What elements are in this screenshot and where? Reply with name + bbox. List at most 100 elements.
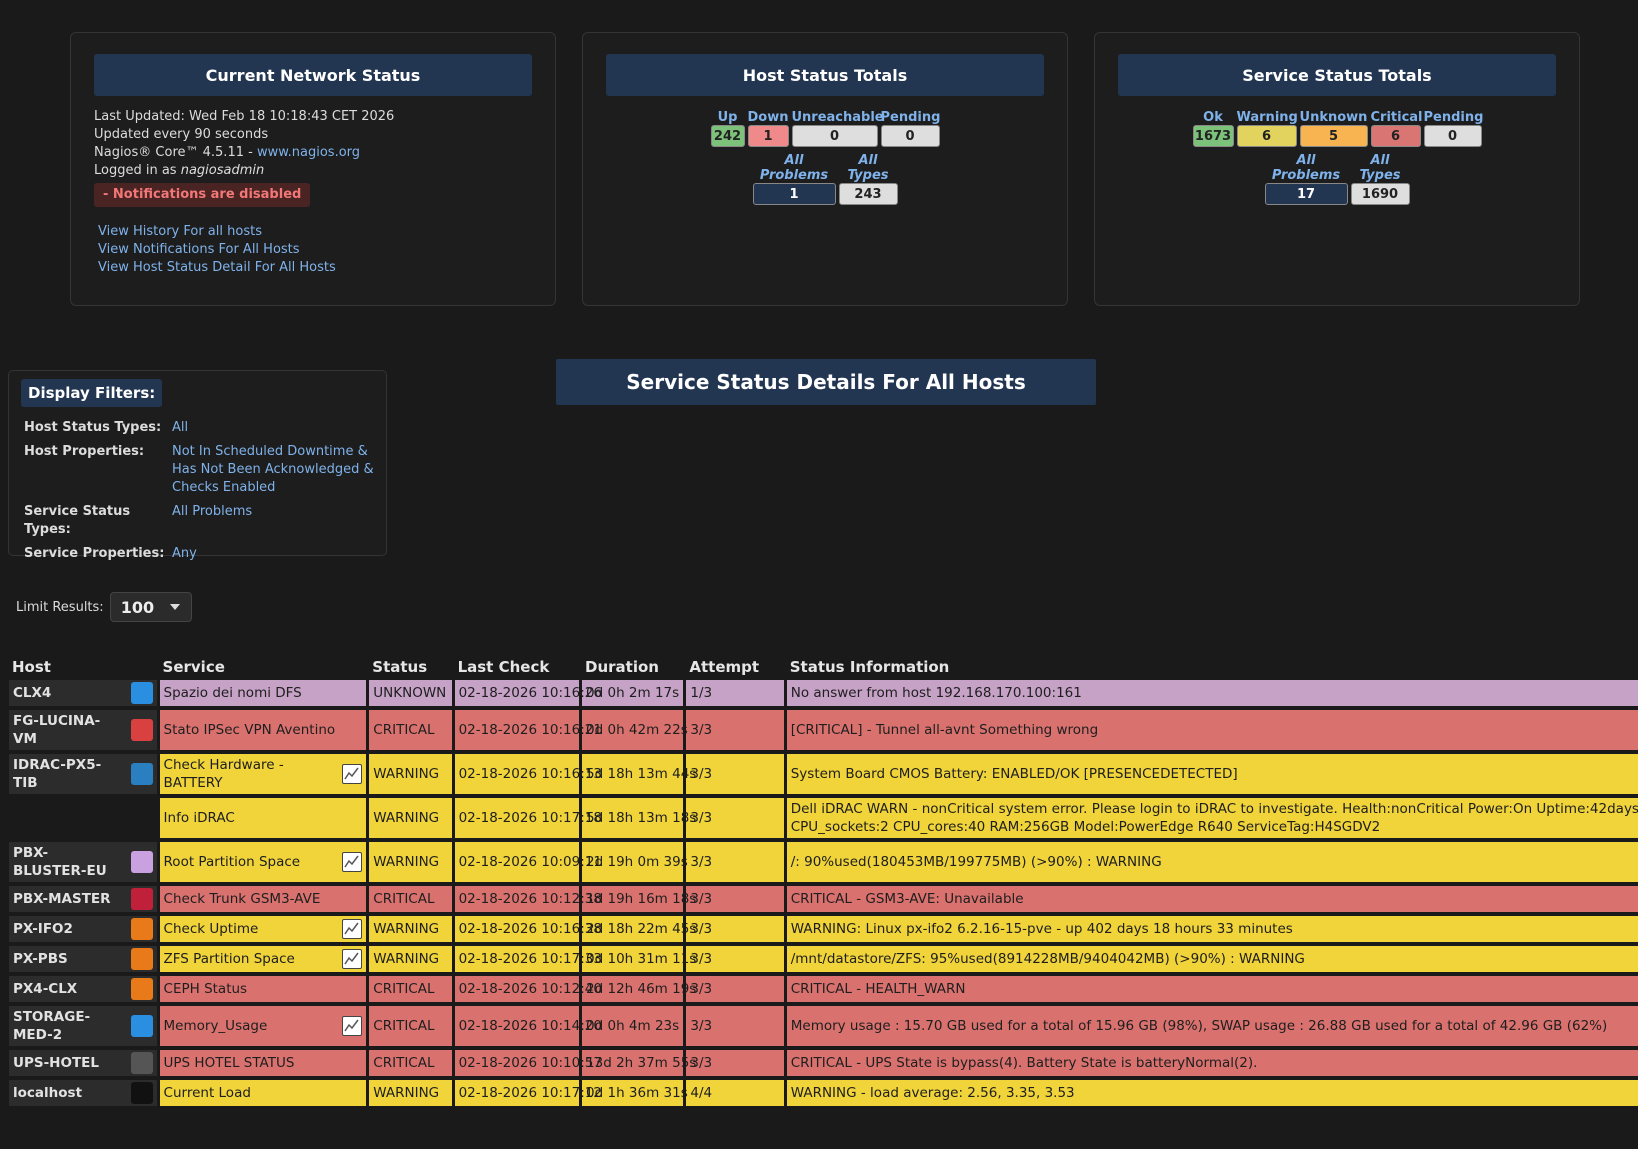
host-name[interactable]: IDRAC-PX5-TIB <box>13 757 102 791</box>
column-header[interactable]: Duration <box>585 658 659 676</box>
cell-last-check: 02-18-2026 10:16:21 <box>454 710 602 750</box>
cell-status: WARNING <box>369 1080 452 1106</box>
host-name[interactable]: localhost <box>13 1085 83 1101</box>
totals-value[interactable]: 5 <box>1299 125 1368 147</box>
filter-value-line[interactable]: Checks Enabled <box>172 480 276 495</box>
host-icon <box>130 682 153 704</box>
service-name[interactable]: Info iDRAC <box>163 810 235 826</box>
totals-header[interactable]: Warning <box>1236 110 1298 125</box>
service-name[interactable]: UPS HOTEL STATUS <box>163 1055 295 1071</box>
filter-value-line[interactable]: Any <box>172 546 197 561</box>
totals-header[interactable]: Up <box>717 110 738 125</box>
nav-link[interactable]: View Host Status Detail For All Hosts <box>98 260 336 275</box>
nav-link[interactable]: View History For all hosts <box>98 224 262 239</box>
column-header[interactable]: Attempt <box>689 658 760 676</box>
filter-value: All <box>172 419 188 437</box>
host-name[interactable]: PBX-MASTER <box>13 891 111 907</box>
host-cell: IDRAC-PX5-TIB <box>9 754 157 794</box>
service-cell: Check Uptime <box>159 916 367 942</box>
dropdown-arrow <box>169 604 180 610</box>
cell-duration: 0d 10h 31m 11s <box>582 946 696 972</box>
service-name[interactable]: Current Load <box>163 1085 251 1101</box>
totals-value[interactable]: 0 <box>791 125 878 147</box>
service-wrap: Spazio dei nomi DFS <box>164 684 363 702</box>
totals-header[interactable]: Pending <box>880 110 941 125</box>
graph-icon[interactable] <box>342 852 363 872</box>
service-name[interactable]: Check Hardware - BATTERY <box>163 757 284 791</box>
limit-select[interactable]: 100 <box>109 592 192 622</box>
totals-header[interactable]: Unknown <box>1299 110 1368 125</box>
totals-value[interactable]: 17 <box>1264 183 1348 205</box>
service-name[interactable]: ZFS Partition Space <box>163 951 295 967</box>
graph-icon[interactable] <box>342 764 363 784</box>
totals-value[interactable]: 0 <box>1423 125 1482 147</box>
column-header[interactable]: Status <box>372 658 428 676</box>
totals-header[interactable]: All Types <box>1359 153 1401 183</box>
host-name[interactable]: CLX4 <box>13 685 52 701</box>
service-name[interactable]: Root Partition Space <box>163 854 301 870</box>
graph-icon[interactable] <box>342 949 363 969</box>
cell-attempt: 3/3 <box>686 916 784 942</box>
filter-row: Host Status Types: All <box>24 419 386 437</box>
column-header[interactable]: Service <box>162 658 225 676</box>
totals-header[interactable]: Critical <box>1370 110 1423 125</box>
totals-value[interactable]: 242 <box>710 125 745 147</box>
column-header[interactable]: Last Check <box>457 658 550 676</box>
host-name[interactable]: PX-IFO2 <box>13 921 73 937</box>
totals-value[interactable]: 6 <box>1236 125 1297 147</box>
host-name[interactable]: PBX-BLUSTER-EU <box>13 845 107 879</box>
service-name[interactable]: CEPH Status <box>163 981 248 997</box>
totals-value[interactable]: 1673 <box>1192 125 1234 147</box>
filter-value-line[interactable]: All <box>172 420 189 435</box>
totals-header[interactable]: Ok <box>1203 110 1223 125</box>
service-row: CLX4 Spazio dei nomi DFS UNKNOWN 02-18-2026… <box>9 680 1638 706</box>
service-name[interactable]: Check Trunk GSM3-AVE <box>163 891 321 907</box>
service-name[interactable]: Check Uptime <box>163 921 259 937</box>
service-cell: ZFS Partition Space <box>159 946 367 972</box>
totals-value[interactable]: 6 <box>1370 125 1421 147</box>
host-name[interactable]: PX4-CLX <box>13 981 78 997</box>
totals-header[interactable]: All Problems <box>759 153 829 183</box>
cell-duration: 2d 12h 46m 19s <box>582 976 696 1002</box>
service-name[interactable]: Spazio dei nomi DFS <box>163 685 302 701</box>
cell-duration: 2d 19h 0m 39s <box>582 842 688 882</box>
cell-attempt: 3/3 <box>686 1050 784 1076</box>
filter-value-line[interactable]: All Problems <box>172 504 253 519</box>
totals-value[interactable]: 1 <box>747 125 789 147</box>
filter-value-line[interactable]: Has Not Been Acknowledged & <box>172 462 374 477</box>
host-name[interactable]: PX-PBS <box>13 951 68 967</box>
service-row: PX4-CLX CEPH Status CRITICAL 02-18-2026 10:… <box>9 976 1638 1002</box>
column-header[interactable]: Host <box>12 658 51 676</box>
filter-label: Service Status Types: <box>24 504 131 537</box>
graph-icon[interactable] <box>342 1016 363 1036</box>
cell-info: CRITICAL - UPS State is bypass(4). Batte… <box>786 1050 1638 1076</box>
totals-header[interactable]: Down <box>747 110 789 125</box>
graph-icon[interactable] <box>342 919 363 939</box>
host-name[interactable]: FG-LUCINA-VM <box>13 713 101 747</box>
column-header[interactable]: Status Information <box>789 658 950 676</box>
filter-row: Host Properties: Not In Scheduled Downtim… <box>24 443 386 497</box>
totals-header[interactable]: All Problems <box>1271 153 1341 183</box>
totals-value[interactable]: 1 <box>752 183 836 205</box>
totals-value[interactable]: 243 <box>838 183 898 205</box>
totals-header[interactable]: Unreachable <box>791 110 884 125</box>
service-cell: Check Trunk GSM3-AVE <box>159 886 367 912</box>
version-link[interactable]: www.nagios.org <box>256 145 361 160</box>
totals-value[interactable]: 0 <box>880 125 940 147</box>
totals-value[interactable]: 1690 <box>1350 183 1410 205</box>
service-name[interactable]: Memory_Usage <box>163 1018 268 1034</box>
service-row: Info iDRAC WARNING 02-18-2026 10:17:18 5d 1… <box>9 798 1638 838</box>
host-cell: UPS-HOTEL <box>9 1050 157 1076</box>
host-name[interactable]: UPS-HOTEL <box>13 1055 99 1071</box>
service-name[interactable]: Stato IPSec VPN Aventino <box>163 722 336 738</box>
totals-header[interactable]: Pending <box>1423 110 1484 125</box>
filter-label: Service Properties: <box>24 546 165 561</box>
filter-value-line[interactable]: Not In Scheduled Downtime & <box>172 444 368 459</box>
nav-link[interactable]: View Notifications For All Hosts <box>98 242 300 257</box>
cell-status: WARNING <box>369 798 452 838</box>
totals-header[interactable]: All Types <box>847 153 889 183</box>
service-row: STORAGE-MED-2 Memory_Usage CRITICAL 02-18-2… <box>9 1006 1638 1046</box>
cell-last-check: 02-18-2026 10:17:18 <box>454 798 602 838</box>
host-name[interactable]: STORAGE-MED-2 <box>13 1009 91 1043</box>
filter-label: Host Status Types: <box>24 420 162 435</box>
